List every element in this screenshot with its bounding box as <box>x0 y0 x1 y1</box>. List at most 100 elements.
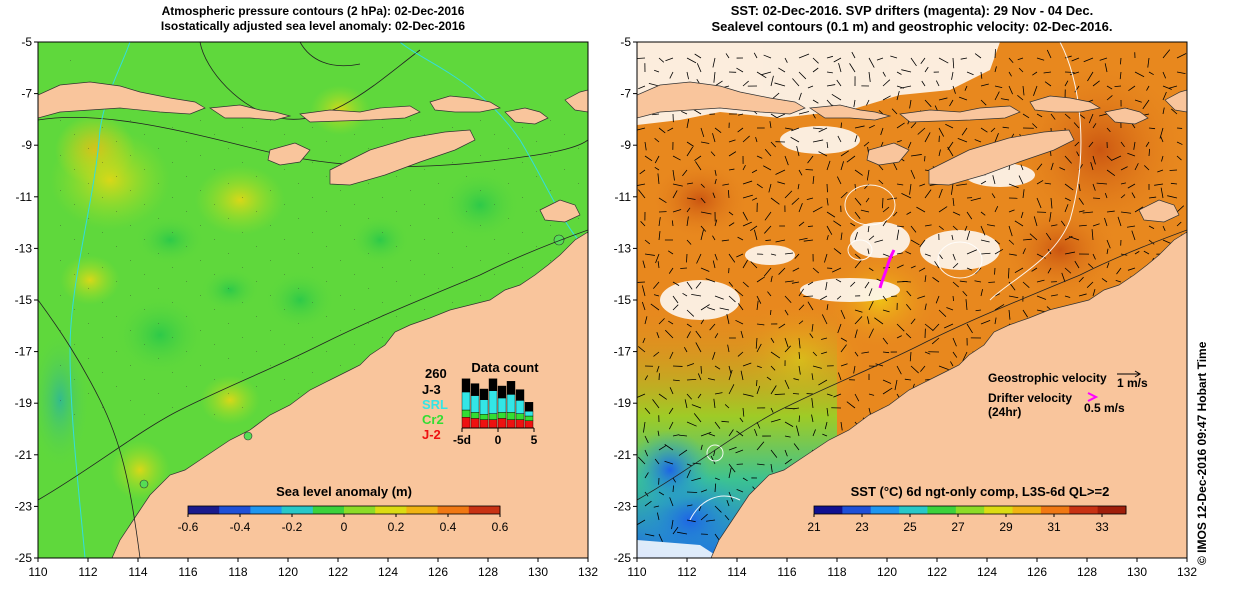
velocity-arrow <box>1148 239 1155 245</box>
velocity-arrow <box>700 365 702 374</box>
velocity-arrow <box>644 500 652 507</box>
pressure-dot <box>158 183 159 184</box>
velocity-arrow <box>1074 85 1080 93</box>
velocity-arrow <box>994 91 1000 101</box>
velocity-arrow <box>1176 155 1182 161</box>
velocity-arrow <box>658 197 667 204</box>
velocity-arrow <box>644 435 649 444</box>
velocity-arrow <box>854 309 863 313</box>
velocity-arrow <box>854 169 863 176</box>
colorbar-tick-label: 0 <box>341 520 348 534</box>
velocity-arrow <box>644 407 651 415</box>
velocity-arrow <box>880 127 884 136</box>
velocity-arrow <box>705 278 716 283</box>
velocity-arrow <box>920 57 926 64</box>
velocity-arrow <box>868 288 873 297</box>
pressure-dot <box>256 211 257 212</box>
velocity-arrow <box>1148 196 1157 199</box>
velocity-arrow <box>837 323 842 334</box>
pressure-dot <box>186 386 187 387</box>
velocity-arrow <box>882 79 891 87</box>
pressure-dot <box>200 365 201 366</box>
pressure-dot <box>214 379 215 380</box>
velocity-arrow <box>1064 55 1072 59</box>
pressure-dot <box>326 316 327 317</box>
velocity-arrow <box>1106 85 1113 90</box>
velocity-arrow <box>1082 211 1094 214</box>
data-count-bar-segment <box>506 419 516 429</box>
velocity-arrow <box>686 378 697 381</box>
velocity-arrow <box>770 407 774 413</box>
pressure-dot <box>270 260 271 261</box>
velocity-arrow <box>686 463 693 467</box>
data-count-bar-segment <box>488 390 498 414</box>
velocity-arrow <box>867 225 870 233</box>
land-right <box>637 81 1187 558</box>
velocity-arrow <box>784 57 788 63</box>
velocity-arrow <box>958 96 968 101</box>
velocity-arrow <box>812 267 820 274</box>
velocity-arrow <box>867 248 870 255</box>
velocity-arrow <box>734 288 744 297</box>
velocity-arrow <box>826 84 836 87</box>
pressure-dot <box>214 274 215 275</box>
velocity-arrow <box>712 57 716 68</box>
data-count-bar-segment <box>515 389 525 401</box>
velocity-arrow <box>882 351 890 354</box>
velocity-arrow <box>812 176 815 185</box>
pressure-dot <box>144 274 145 275</box>
velocity-arrow <box>1145 141 1150 147</box>
velocity-arrow <box>696 253 702 264</box>
pressure-dot <box>242 232 243 233</box>
lat-tick-label: -5 <box>620 35 631 49</box>
pressure-dot <box>480 225 481 226</box>
pressure-dot <box>102 372 103 373</box>
pressure-dot <box>270 295 271 296</box>
velocity-arrow <box>712 260 716 269</box>
velocity-arrow <box>728 446 737 451</box>
pressure-dot <box>312 162 313 163</box>
pressure-dot <box>88 148 89 149</box>
velocity-arrow <box>812 67 819 73</box>
pressure-dot <box>326 141 327 142</box>
lat-tick-label: -17 <box>614 345 632 359</box>
velocity-arrow <box>896 122 905 129</box>
pressure-dot <box>452 127 453 128</box>
velocity-arrow <box>891 108 898 115</box>
velocity-arrow <box>882 220 888 227</box>
velocity-arrow <box>707 378 716 381</box>
velocity-arrow <box>1168 85 1178 89</box>
velocity-arrow <box>695 342 702 353</box>
data-count-bar-segment <box>479 419 489 429</box>
velocity-arrow <box>763 165 772 171</box>
velocity-arrow <box>1148 148 1151 157</box>
velocity-arrow <box>1022 238 1032 241</box>
colorbar-swatch <box>955 506 985 514</box>
data-count-bar-segment <box>524 402 534 412</box>
velocity-arrow <box>775 239 786 243</box>
velocity-arrow <box>1162 85 1172 90</box>
velocity-arrow <box>676 531 688 535</box>
velocity-arrow <box>714 505 722 513</box>
velocity-arrow <box>854 211 861 220</box>
pressure-dot <box>144 239 145 240</box>
velocity-arrow <box>882 71 886 77</box>
velocity-arrow <box>1032 123 1038 129</box>
velocity-arrow <box>1171 108 1178 115</box>
velocity-arrow <box>691 404 702 409</box>
velocity-arrow <box>784 127 793 130</box>
velocity-arrow <box>924 275 927 283</box>
lat-tick-label: -7 <box>21 87 32 101</box>
velocity-arrow <box>750 261 758 269</box>
velocity-arrow <box>798 221 805 227</box>
velocity-arrow <box>686 469 691 479</box>
pressure-dot <box>186 246 187 247</box>
velocity-arrow <box>909 351 912 362</box>
velocity-arrow <box>700 225 707 232</box>
velocity-arrow <box>784 407 795 410</box>
velocity-arrow <box>809 333 814 339</box>
pressure-dot <box>480 295 481 296</box>
pressure-dot <box>144 134 145 135</box>
pressure-dot <box>172 232 173 233</box>
velocity-arrow <box>686 281 693 290</box>
